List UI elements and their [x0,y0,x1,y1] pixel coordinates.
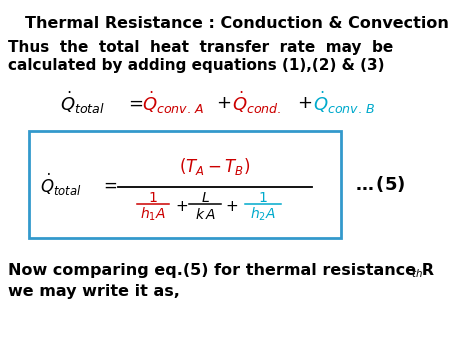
Text: $\dot{Q}_{cond.}$: $\dot{Q}_{cond.}$ [232,90,282,116]
Text: $L$: $L$ [201,191,210,204]
Text: $(T_A - T_B)$: $(T_A - T_B)$ [179,156,251,177]
Text: $1$: $1$ [258,191,268,204]
Text: $h_1 A$: $h_1 A$ [140,206,166,223]
Text: $=$: $=$ [125,94,144,112]
Text: $+$: $+$ [225,199,238,214]
Text: $k\,A$: $k\,A$ [195,207,215,222]
FancyBboxPatch shape [29,131,341,238]
Text: $1$: $1$ [148,191,158,204]
Text: $\mathbf{\ldots\,(5)}$: $\mathbf{\ldots\,(5)}$ [355,175,405,195]
Text: we may write it as,: we may write it as, [8,284,180,299]
Text: $\dot{Q}_{conv.\,A}$: $\dot{Q}_{conv.\,A}$ [142,90,205,116]
Text: $\dot{Q}_{total}$: $\dot{Q}_{total}$ [60,90,105,116]
Text: $h_2 A$: $h_2 A$ [250,206,276,223]
Text: calculated by adding equations (1),(2) & (3): calculated by adding equations (1),(2) &… [8,58,384,73]
Text: $+$: $+$ [175,199,188,214]
Text: Now comparing eq.(5) for thermal resistance R: Now comparing eq.(5) for thermal resista… [8,263,434,278]
Text: $=$: $=$ [100,175,118,193]
Text: $+$: $+$ [216,94,231,112]
Text: Thus  the  total  heat  transfer  rate  may  be: Thus the total heat transfer rate may be [8,40,393,55]
Text: $\dot{Q}_{conv.\,B}$: $\dot{Q}_{conv.\,B}$ [313,90,376,116]
Text: $+$: $+$ [297,94,312,112]
Text: Thermal Resistance : Conduction & Convection: Thermal Resistance : Conduction & Convec… [25,16,449,31]
Text: $_{th}$: $_{th}$ [411,265,423,280]
Text: $\dot{Q}_{total}$: $\dot{Q}_{total}$ [40,171,82,197]
